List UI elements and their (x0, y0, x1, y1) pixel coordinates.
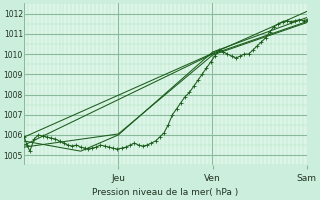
X-axis label: Pression niveau de la mer( hPa ): Pression niveau de la mer( hPa ) (92, 188, 238, 197)
